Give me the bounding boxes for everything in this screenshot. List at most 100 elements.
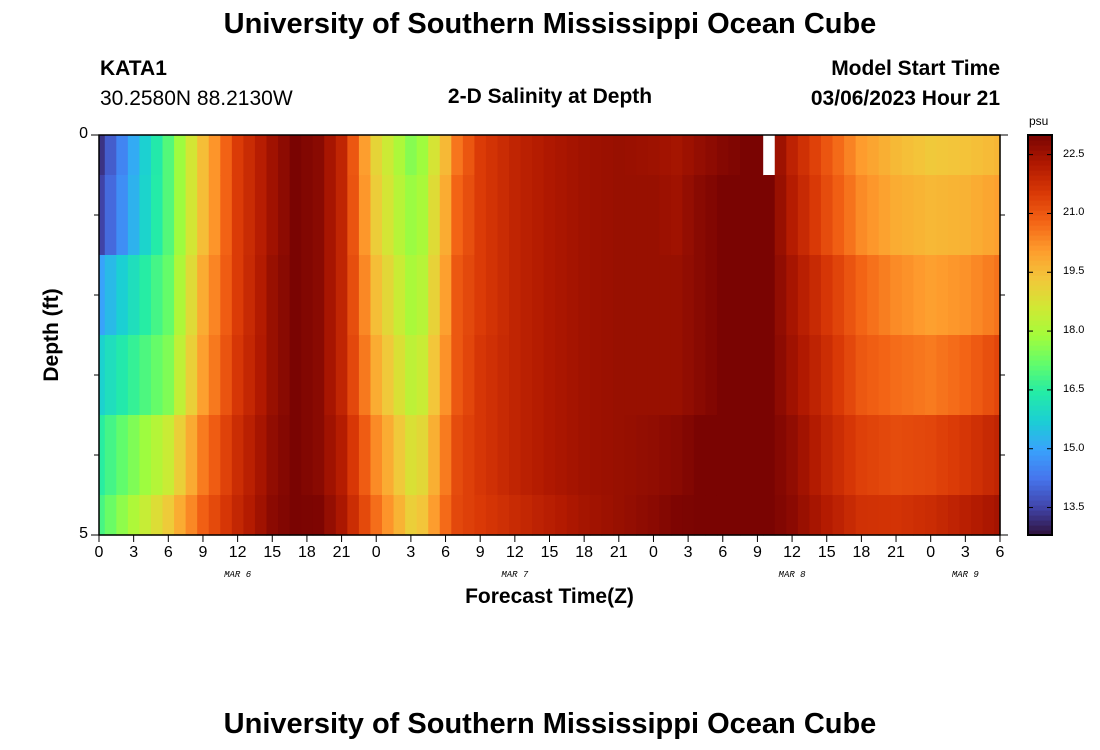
heatmap-cell [693, 415, 707, 496]
heatmap-cell [659, 255, 672, 336]
heatmap-cell [127, 495, 141, 536]
heatmap-cell [763, 335, 776, 416]
heatmap-cell [208, 335, 221, 416]
heatmap-cell [751, 175, 764, 256]
colorbar-segment [1028, 505, 1052, 511]
heatmap-cell [705, 255, 718, 336]
heatmap-cell [740, 415, 753, 496]
heatmap-cell [208, 255, 221, 336]
bottom-title: University of Southern Mississippi Ocean… [223, 708, 877, 740]
x-tick-label: 0 [649, 544, 658, 561]
heatmap-cell [509, 495, 522, 536]
heatmap-cell [532, 335, 545, 416]
heatmap-cell [982, 175, 995, 256]
heatmap-cell [855, 135, 868, 176]
heatmap-cell [254, 255, 268, 336]
colorbar-segment [1028, 385, 1052, 391]
heatmap-cell [994, 175, 1001, 256]
heatmap-cell [405, 335, 418, 416]
heatmap-cell [774, 255, 787, 336]
colorbar-segment [1028, 525, 1052, 531]
colorbar-segment [1028, 345, 1052, 351]
heatmap-cell [659, 335, 672, 416]
heatmap-cell [774, 135, 787, 176]
heatmap-cell [924, 175, 938, 256]
heatmap-cell [659, 415, 672, 496]
colorbar-segment [1028, 230, 1052, 236]
colorbar-segment [1028, 295, 1052, 301]
heatmap-cell [451, 495, 464, 536]
heatmap-cell [555, 495, 568, 536]
colorbar-segment [1028, 510, 1052, 516]
heatmap-cell [99, 415, 106, 496]
heatmap-cell [705, 135, 718, 176]
colorbar-segment [1028, 480, 1052, 486]
heatmap-cell [924, 415, 938, 496]
heatmap-cell [278, 175, 291, 256]
heatmap-cell [636, 415, 649, 496]
heatmap-cell [266, 175, 279, 256]
colorbar-segment [1028, 360, 1052, 366]
colorbar-frame [1027, 134, 1053, 536]
heatmap-cell [901, 335, 914, 416]
heatmap-cell [139, 135, 152, 176]
heatmap-cell [393, 495, 406, 536]
heatmap-cell [266, 135, 279, 176]
heatmap-cell [855, 175, 868, 256]
heatmap-cell [728, 335, 741, 416]
heatmap-cell [162, 175, 175, 256]
heatmap-cell [959, 415, 972, 496]
heatmap-cell [416, 135, 429, 176]
heatmap-cell [197, 135, 210, 176]
colorbar-segment [1028, 320, 1052, 326]
heatmap-cell [485, 135, 499, 176]
heatmap-cell [104, 175, 117, 256]
heatmap-cell [786, 175, 799, 256]
heatmap-cell [601, 495, 614, 536]
heatmap-cell [948, 415, 961, 496]
x-tick-label: 6 [718, 544, 728, 561]
heatmap-cell [647, 135, 660, 176]
colorbar-segment [1028, 370, 1052, 376]
colorbar-segment [1028, 195, 1052, 201]
colorbar-segment [1028, 215, 1052, 221]
heatmap-cell [370, 415, 383, 496]
heatmap-cell [659, 495, 672, 536]
heatmap-cell [624, 415, 637, 496]
heatmap-cell [485, 495, 499, 536]
heatmap-cell [150, 135, 164, 176]
heatmap-cell [451, 135, 464, 176]
x-tick-label: 3 [683, 544, 693, 561]
heatmap-cell [543, 335, 556, 416]
heatmap-cell [878, 415, 891, 496]
heatmap-cell [844, 495, 857, 536]
colorbar-tick-label: 16.5 [1063, 382, 1085, 395]
station-coords: 30.2580N 88.2130W [100, 87, 293, 110]
heatmap-cell [358, 415, 372, 496]
heatmap-cell [948, 255, 961, 336]
heatmap-cell [208, 415, 221, 496]
heatmap-cell [208, 495, 221, 536]
heatmap-cell [301, 135, 314, 176]
colorbar-segment [1028, 450, 1052, 456]
heatmap-cell [150, 255, 164, 336]
heatmap-cell [497, 255, 510, 336]
heatmap-cell [289, 135, 302, 176]
top-title: University of Southern Mississippi Ocean… [223, 8, 877, 40]
colorbar-segment [1028, 420, 1052, 426]
heatmap-cell [347, 175, 360, 256]
heatmap-cell [428, 255, 441, 336]
heatmap-cell [174, 135, 187, 176]
heatmap-cell [439, 135, 452, 176]
heatmap-cell [855, 255, 868, 336]
heatmap-cell [150, 415, 164, 496]
heatmap-cell [844, 175, 857, 256]
heatmap-cell [832, 495, 845, 536]
heatmap-cell [936, 335, 949, 416]
heatmap-cell [797, 415, 810, 496]
colorbar-segment [1028, 205, 1052, 211]
heatmap-cell [150, 175, 164, 256]
heatmap-cell [624, 495, 637, 536]
heatmap-cell [451, 415, 464, 496]
